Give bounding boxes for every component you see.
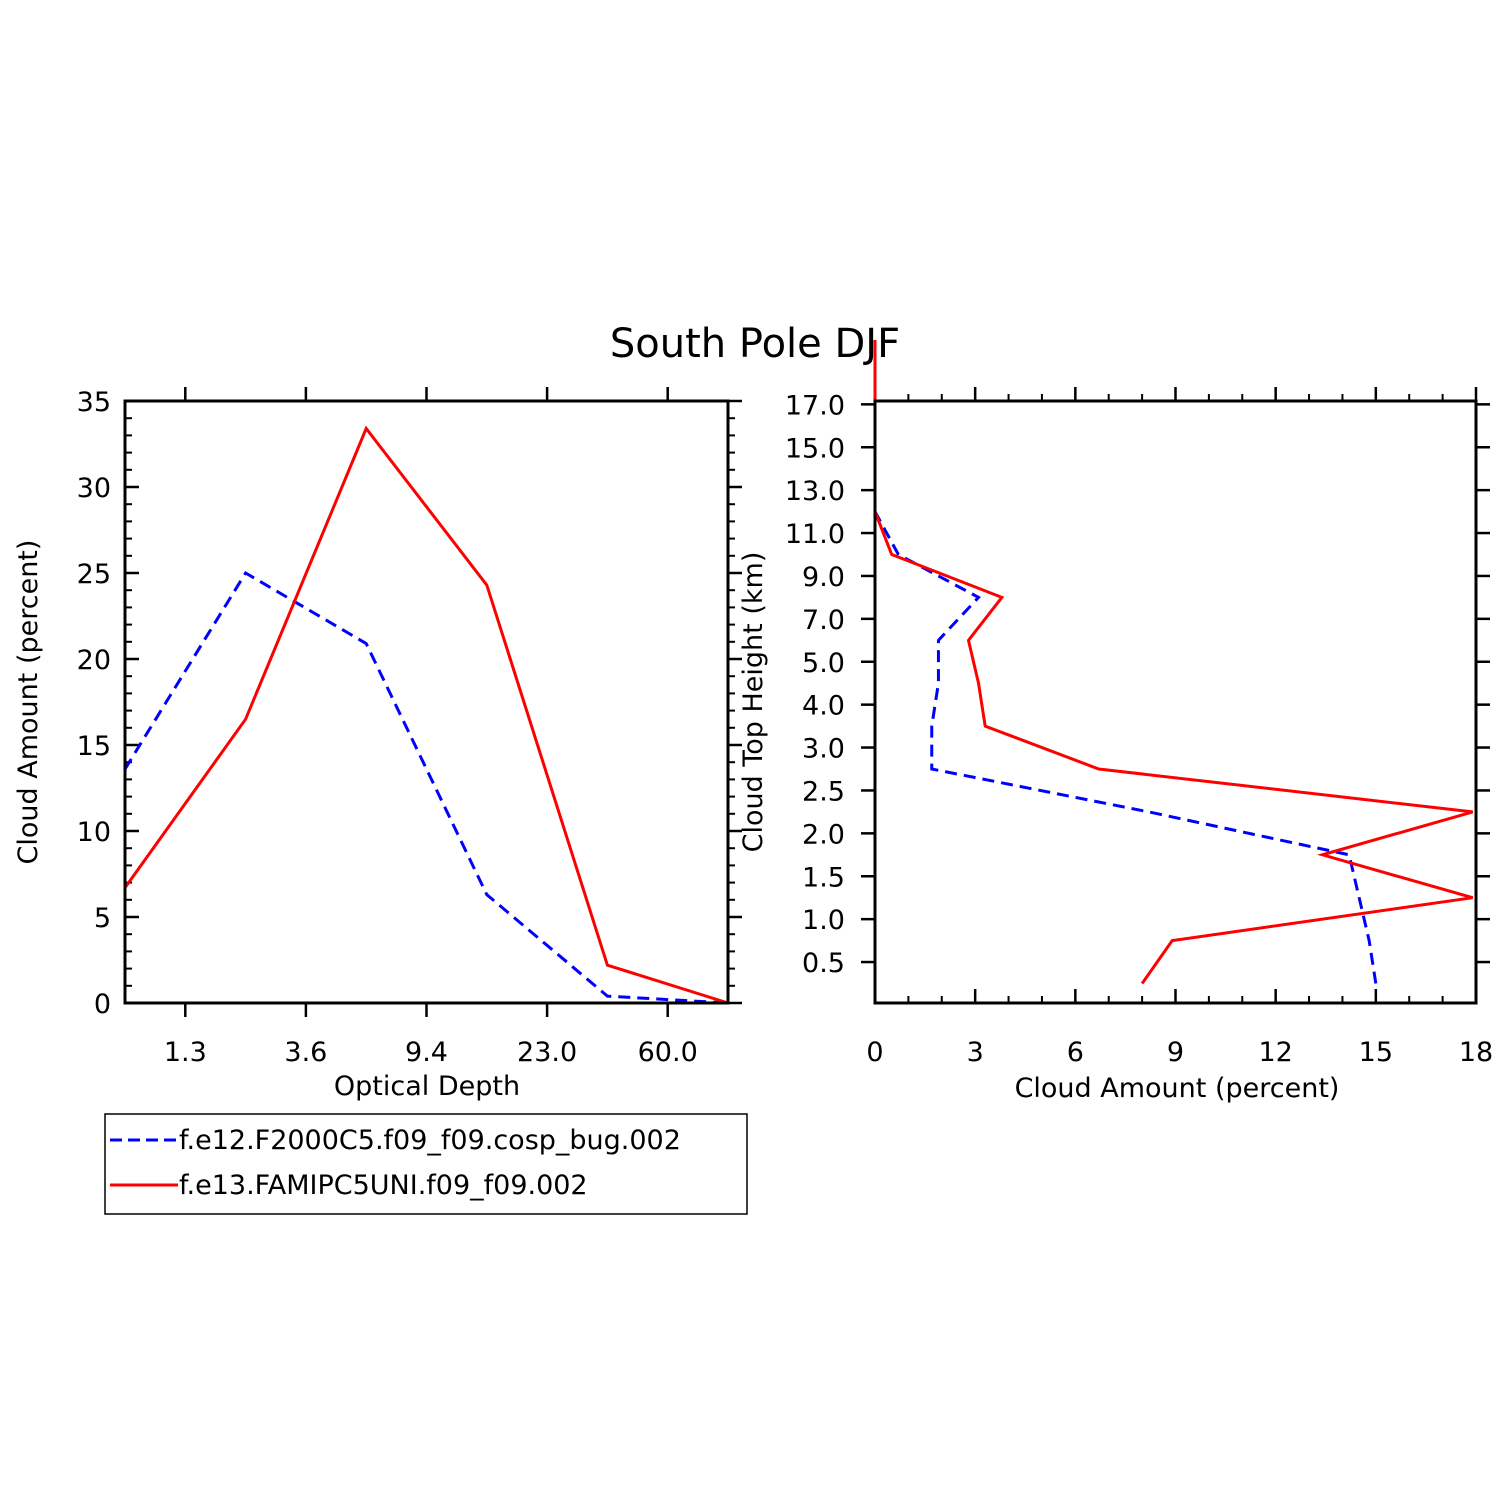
x-tick-label: 0 [866,1037,883,1068]
legend-label-1: f.e12.F2000C5.f09_f09.cosp_bug.002 [179,1125,681,1156]
plot-frame [123,399,730,1005]
x-axis-label: Cloud Amount (percent) [1015,1073,1340,1104]
x-tick-label: 9 [1167,1037,1184,1068]
y-tick-label: 17.0 [785,390,845,421]
y-tick-label: 35 [77,387,111,418]
series-lines [123,425,729,1005]
x-tick-label: 18 [1459,1037,1493,1068]
y-tick-label: 5 [94,903,111,934]
x-tick-label: 23.0 [517,1037,577,1068]
chart-title: South Pole DJF [610,321,900,367]
x-tick-label: 15 [1359,1037,1393,1068]
y-tick-label: 25 [77,559,111,590]
x-tick-label: 6 [1067,1037,1084,1068]
x-tick-label: 60.0 [638,1037,698,1068]
series-line-2 [873,340,1474,985]
y-tick-label: 2.5 [802,776,845,807]
series-lines [873,340,1474,985]
y-tick-label: 1.5 [802,862,845,893]
x-tick-label: 1.3 [164,1037,207,1068]
x-tick-label: 3.6 [284,1037,327,1068]
y-axis-label: Cloud Top Height (km) [738,552,769,853]
y-tick-label: 0.5 [802,948,845,979]
y-tick-label: 5.0 [802,648,845,679]
y-tick-label: 7.0 [802,605,845,636]
y-tick-label: 2.0 [802,819,845,850]
series-line-2 [123,425,729,1005]
x-axis-label: Optical Depth [334,1071,520,1102]
y-tick-label: 10 [77,817,111,848]
y-tick-label: 15.0 [785,433,845,464]
plot-frame [873,399,1478,1005]
y-tick-label: 3.0 [802,734,845,765]
y-tick-label: 11.0 [785,519,845,550]
y-tick-label: 0 [94,989,111,1020]
legend-label-2: f.e13.FAMIPC5UNI.f09_f09.002 [179,1170,588,1201]
x-tick-label: 12 [1258,1037,1292,1068]
optical-depth-plot: 0 5 10 15 20 25 30 35 1.3 3.6 9.4 23.0 60.0 Optical … [13,387,742,1102]
legend-box [104,1113,748,1215]
y-tick-label: 1.0 [802,905,845,936]
tick-labels: 0 5 10 15 20 25 30 35 1.3 3.6 9.4 23.0 60.0 [77,387,698,1068]
y-tick-label: 15 [77,731,111,762]
series-line-1 [873,340,1378,984]
legend: f.e12.F2000C5.f09_f09.cosp_bug.002 f.e13… [104,1113,748,1215]
y-tick-label: 9.0 [802,562,845,593]
y-tick-label: 30 [77,473,111,504]
series-line-1 [123,570,729,1005]
minor-ticks [125,417,735,987]
y-tick-label: 13.0 [785,476,845,507]
major-ticks [125,387,742,1017]
minor-ticks [907,394,1444,1003]
cloud-top-height-plot: 0 3 6 9 12 15 18 0.5 1.0 1.5 2.0 2.5 3.0 4.0 5.0 7.0 9.0… [738,340,1493,1104]
x-tick-label: 9.4 [405,1037,448,1068]
x-tick-label: 3 [967,1037,984,1068]
y-tick-label: 4.0 [802,691,845,722]
y-tick-label: 20 [77,645,111,676]
y-axis-label: Cloud Amount (percent) [13,540,44,865]
tick-labels: 0 3 6 9 12 15 18 0.5 1.0 1.5 2.0 2.5 3.0 4.0 5.0 7.0 9.0… [785,390,1493,1068]
major-ticks [861,387,1490,1003]
